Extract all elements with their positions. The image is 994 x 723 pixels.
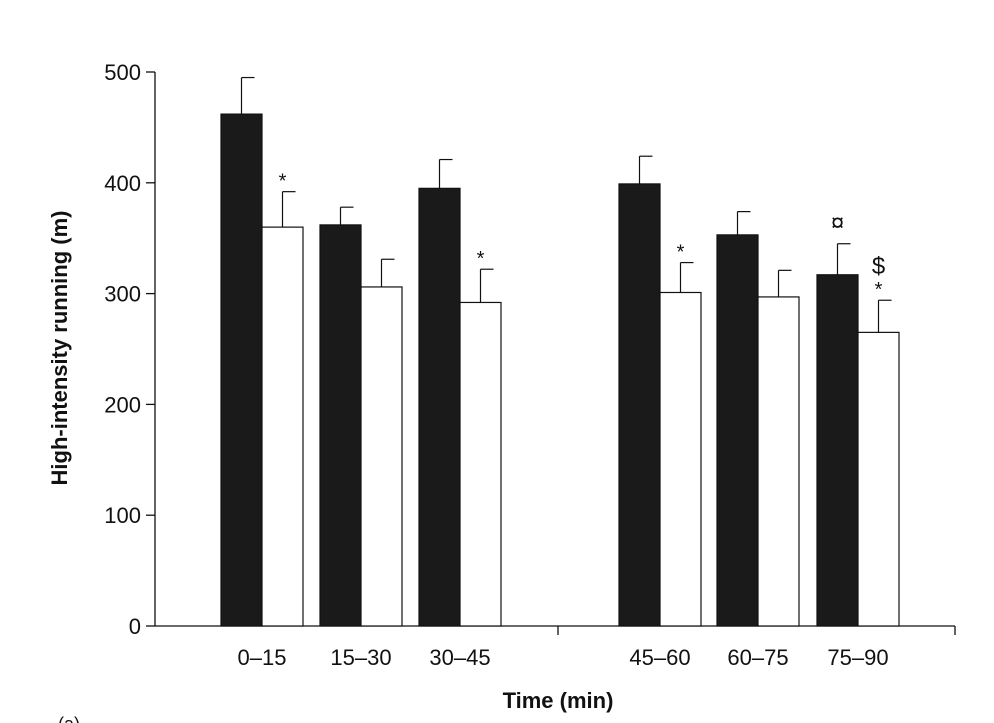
bar-dark (716, 234, 759, 627)
annotation-marker: * (677, 242, 685, 264)
chart-error-bars (240, 76, 892, 333)
bar-light (659, 291, 702, 627)
bar-dark (220, 113, 263, 627)
chart-annotations: ** **$¤ (279, 171, 886, 302)
bar-light (360, 286, 403, 627)
annotation-marker: * (875, 279, 883, 301)
x-tick-label: 15–30 (330, 645, 391, 670)
x-axis-title: Time (min) (503, 688, 614, 713)
bar-light (261, 226, 304, 627)
y-tick-label: 300 (104, 282, 141, 307)
x-tick-label: 45–60 (629, 645, 690, 670)
annotation-marker: * (477, 248, 485, 270)
bar-light (459, 301, 502, 627)
y-tick-label: 500 (104, 60, 141, 85)
x-tick-label: 0–15 (238, 645, 287, 670)
y-tick-label: 400 (104, 171, 141, 196)
y-tick-label: 100 (104, 503, 141, 528)
y-tick-label: 0 (129, 614, 141, 639)
x-tick-label: 60–75 (727, 645, 788, 670)
bar-dark (418, 187, 461, 627)
bar-light (857, 331, 900, 627)
chart-labels: High-intensity running (m) Time (min) (a… (47, 211, 613, 723)
x-tick-label: 30–45 (429, 645, 490, 670)
panel-label: (a) (58, 714, 80, 723)
x-tick-label: 75–90 (827, 645, 888, 670)
annotation-marker: ¤ (831, 210, 844, 237)
y-axis-title: High-intensity running (m) (47, 211, 72, 486)
annotation-marker: $ (872, 253, 885, 280)
y-tick-label: 200 (104, 392, 141, 417)
bar-dark (319, 224, 362, 627)
chart-bars (220, 113, 900, 627)
bar-dark (618, 183, 661, 627)
bar-light (757, 296, 800, 627)
bar-dark (816, 274, 859, 627)
chart-axes: 0 100 200 300 400 500 0–15 15–30 30–45 45–60 60–75… (104, 60, 956, 670)
annotation-marker: * (279, 171, 287, 193)
